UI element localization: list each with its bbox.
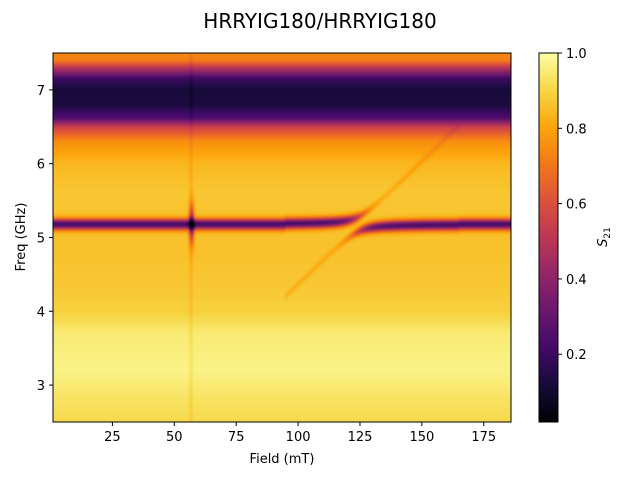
x-tick-label: 25 [104, 430, 121, 445]
colorbar-label: S21 [596, 227, 613, 247]
x-tick-label: 100 [286, 430, 311, 445]
plot-area [52, 52, 512, 423]
x-axis-label: Field (mT) [250, 452, 315, 467]
x-tick-label: 150 [409, 430, 434, 445]
colorbar-tick-label: 0.4 [566, 273, 587, 288]
heatmap-image [53, 53, 511, 422]
y-tick-label: 6 [37, 158, 45, 173]
y-axis-ticks: 3 4 5 6 7 [37, 84, 53, 394]
y-tick-label: 5 [37, 232, 45, 247]
y-tick-label: 3 [37, 379, 45, 394]
colorbar-gradient [538, 52, 559, 423]
x-tick-label: 75 [228, 430, 245, 445]
chart-title: HRRYIG180/HRRYIG180 [203, 9, 436, 33]
y-tick-label: 4 [37, 305, 45, 320]
x-tick-label: 125 [348, 430, 373, 445]
colorbar-tick-label: 0.8 [566, 122, 587, 137]
colorbar-tick-label: 1.0 [566, 47, 587, 62]
y-tick-label: 7 [37, 84, 45, 99]
x-tick-label: 50 [166, 430, 183, 445]
colorbar: 0.2 0.4 0.6 0.8 1.0 S21 [538, 47, 613, 423]
colorbar-ticks: 0.2 0.4 0.6 0.8 1.0 [558, 47, 587, 363]
y-axis-label: Freq (GHz) [14, 203, 29, 272]
colorbar-tick-label: 0.6 [566, 198, 587, 213]
x-axis-ticks: 25 50 75 100 125 150 175 [104, 422, 496, 445]
x-tick-label: 175 [471, 430, 496, 445]
colorbar-tick-label: 0.2 [566, 348, 587, 363]
